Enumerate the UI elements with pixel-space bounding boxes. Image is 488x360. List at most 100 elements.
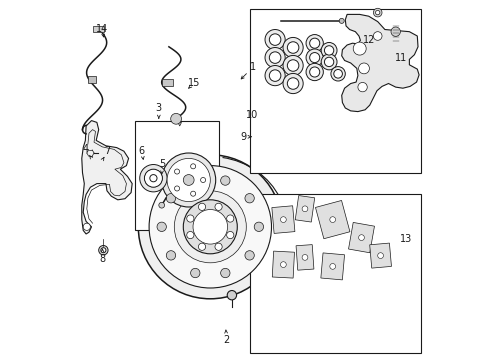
Circle shape (101, 248, 106, 253)
Bar (87, 76, 95, 83)
Circle shape (83, 223, 90, 230)
Bar (93, 26, 104, 32)
Circle shape (140, 165, 167, 192)
Circle shape (200, 177, 205, 183)
Circle shape (190, 176, 200, 185)
Circle shape (321, 42, 336, 58)
Circle shape (186, 215, 194, 222)
Text: 13: 13 (400, 234, 412, 244)
Circle shape (287, 78, 298, 89)
Circle shape (226, 231, 233, 239)
Polygon shape (369, 243, 391, 268)
Text: 3: 3 (156, 103, 162, 113)
Circle shape (170, 113, 181, 124)
Circle shape (138, 155, 282, 299)
Circle shape (174, 186, 179, 191)
Circle shape (159, 202, 164, 208)
Circle shape (309, 38, 319, 48)
Circle shape (333, 69, 342, 78)
Circle shape (149, 166, 271, 288)
Circle shape (220, 176, 229, 185)
Circle shape (373, 32, 381, 40)
Text: 15: 15 (187, 78, 200, 88)
Circle shape (287, 60, 298, 71)
Circle shape (373, 8, 381, 17)
Text: 5: 5 (159, 159, 165, 169)
Circle shape (174, 169, 179, 174)
Circle shape (157, 222, 166, 231)
Circle shape (186, 231, 194, 239)
Polygon shape (341, 14, 418, 112)
Polygon shape (320, 253, 344, 280)
Polygon shape (271, 206, 294, 233)
Circle shape (283, 37, 303, 58)
Circle shape (305, 63, 323, 81)
Polygon shape (81, 121, 132, 234)
Circle shape (198, 203, 205, 211)
Circle shape (330, 67, 345, 81)
Circle shape (269, 70, 280, 81)
Circle shape (226, 215, 233, 222)
Circle shape (149, 175, 157, 182)
Circle shape (280, 217, 285, 222)
Circle shape (244, 251, 254, 260)
Circle shape (244, 194, 254, 203)
Circle shape (227, 291, 236, 300)
Circle shape (302, 255, 307, 260)
Text: 8: 8 (99, 254, 105, 264)
Circle shape (190, 268, 200, 278)
Text: 14: 14 (96, 24, 108, 34)
Circle shape (166, 194, 175, 203)
Circle shape (357, 82, 366, 92)
Circle shape (162, 153, 215, 207)
Circle shape (375, 10, 379, 15)
Circle shape (264, 30, 285, 50)
Text: 10: 10 (245, 110, 257, 120)
Circle shape (324, 46, 333, 55)
Text: 2: 2 (223, 335, 229, 345)
Circle shape (264, 48, 285, 68)
Text: 1: 1 (250, 62, 256, 72)
Bar (134, 121, 219, 230)
Circle shape (305, 49, 323, 66)
Circle shape (183, 200, 237, 254)
Text: 11: 11 (394, 53, 407, 63)
Bar (249, 9, 420, 173)
Circle shape (190, 164, 195, 169)
Circle shape (390, 27, 400, 36)
Circle shape (254, 222, 263, 231)
Circle shape (144, 170, 162, 187)
Circle shape (220, 268, 229, 278)
Polygon shape (295, 245, 313, 270)
Circle shape (198, 243, 205, 250)
Circle shape (280, 262, 285, 267)
Circle shape (183, 175, 194, 185)
Polygon shape (315, 201, 349, 239)
Circle shape (283, 73, 303, 94)
Circle shape (358, 235, 364, 240)
Circle shape (269, 52, 280, 63)
Circle shape (309, 53, 319, 63)
Circle shape (352, 42, 366, 55)
Circle shape (305, 35, 323, 52)
Circle shape (358, 63, 368, 74)
Circle shape (167, 158, 210, 202)
Polygon shape (272, 251, 294, 278)
Polygon shape (348, 222, 374, 253)
Circle shape (166, 251, 175, 260)
Text: 6: 6 (139, 146, 144, 156)
Circle shape (215, 243, 222, 250)
Polygon shape (295, 195, 314, 222)
Text: 7: 7 (104, 146, 111, 156)
Text: 4: 4 (82, 144, 88, 154)
Circle shape (215, 203, 222, 211)
Circle shape (264, 66, 285, 86)
Text: 12: 12 (362, 35, 374, 45)
Bar (162, 79, 173, 86)
Circle shape (269, 34, 280, 45)
Circle shape (193, 210, 227, 244)
Circle shape (324, 57, 333, 67)
Circle shape (190, 191, 195, 196)
Circle shape (99, 246, 108, 255)
Text: 9: 9 (240, 132, 246, 142)
